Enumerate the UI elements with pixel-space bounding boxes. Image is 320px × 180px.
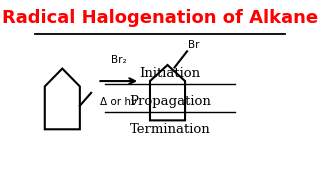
- Text: Br: Br: [188, 40, 200, 50]
- Text: Propagation: Propagation: [129, 95, 211, 108]
- Text: Radical Halogenation of Alkane: Radical Halogenation of Alkane: [2, 9, 318, 27]
- Text: Δ or hν: Δ or hν: [100, 97, 137, 107]
- Text: Br₂: Br₂: [111, 55, 126, 65]
- Text: Initiation: Initiation: [140, 68, 201, 80]
- Text: Termination: Termination: [130, 123, 210, 136]
